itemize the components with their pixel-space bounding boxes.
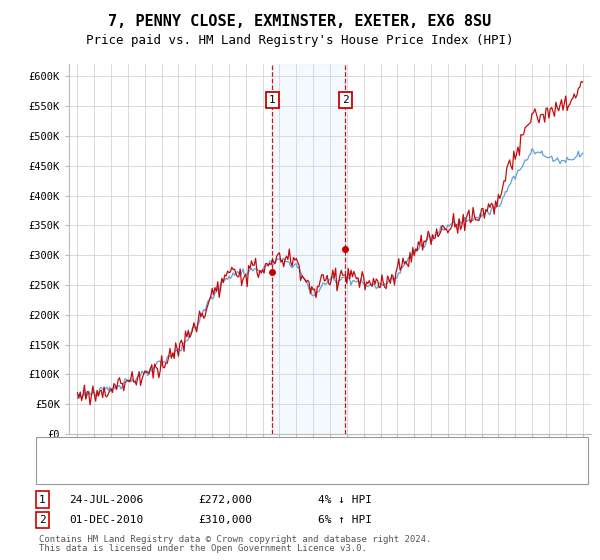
Text: £272,000: £272,000 [198, 494, 252, 505]
Text: 1: 1 [39, 494, 46, 505]
Text: Price paid vs. HM Land Registry's House Price Index (HPI): Price paid vs. HM Land Registry's House … [86, 34, 514, 46]
Text: This data is licensed under the Open Government Licence v3.0.: This data is licensed under the Open Gov… [39, 544, 367, 553]
Text: 2: 2 [342, 95, 349, 105]
Text: 7, PENNY CLOSE, EXMINSTER, EXETER, EX6 8SU: 7, PENNY CLOSE, EXMINSTER, EXETER, EX6 8… [109, 14, 491, 29]
Text: Contains HM Land Registry data © Crown copyright and database right 2024.: Contains HM Land Registry data © Crown c… [39, 534, 431, 544]
Text: 2: 2 [39, 515, 46, 525]
Text: 1: 1 [269, 95, 275, 105]
Text: 4% ↓ HPI: 4% ↓ HPI [318, 494, 372, 505]
Bar [272, 64, 346, 434]
Text: 24-JUL-2006: 24-JUL-2006 [69, 494, 143, 505]
Text: 01-DEC-2010: 01-DEC-2010 [69, 515, 143, 525]
Text: HPI: Average price, detached house, Teignbridge: HPI: Average price, detached house, Teig… [78, 461, 372, 471]
Text: £310,000: £310,000 [198, 515, 252, 525]
Text: 6% ↑ HPI: 6% ↑ HPI [318, 515, 372, 525]
Text: 7, PENNY CLOSE, EXMINSTER, EXETER, EX6 8SU (detached house): 7, PENNY CLOSE, EXMINSTER, EXETER, EX6 8… [78, 444, 447, 454]
